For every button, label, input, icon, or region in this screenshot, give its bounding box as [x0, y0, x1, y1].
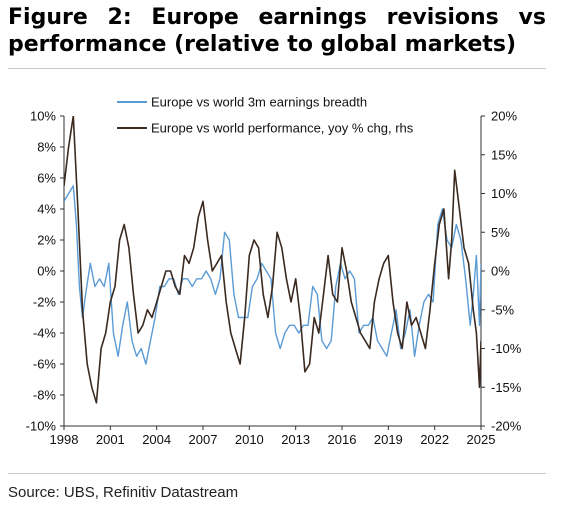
x-tick-label: 2025 — [467, 432, 496, 447]
left-tick-label: -2% — [33, 295, 57, 310]
x-tick-label: 2013 — [281, 432, 310, 447]
title-divider — [8, 68, 546, 69]
left-tick-label: 10% — [30, 109, 56, 124]
x-tick-label: 2010 — [235, 432, 264, 447]
source-divider — [8, 473, 546, 474]
right-tick-label: -20% — [491, 419, 522, 434]
legend-label-earnings-breadth: Europe vs world 3m earnings breadth — [151, 95, 367, 110]
x-tick-label: 2019 — [374, 432, 403, 447]
x-tick-label: 2001 — [96, 432, 125, 447]
series-performance-line — [64, 116, 481, 404]
figure-title: Figure 2: Europe earnings revisions vs p… — [8, 5, 546, 57]
chart-series — [64, 116, 481, 404]
source-note: Source: UBS, Refinitiv Datastream — [8, 484, 239, 501]
right-tick-label: 10% — [491, 186, 517, 201]
x-tick-label: 2016 — [328, 432, 357, 447]
left-tick-label: -10% — [26, 419, 57, 434]
x-tick-label: 1998 — [50, 432, 79, 447]
right-tick-label: -5% — [491, 302, 515, 317]
left-tick-label: 4% — [37, 202, 56, 217]
x-tick-label: 2007 — [189, 432, 218, 447]
left-tick-label: 0% — [37, 264, 56, 279]
left-tick-label: -4% — [33, 326, 57, 341]
series-earnings-breadth-line — [64, 185, 481, 365]
line-chart: -10% -8% -6% -4% -2% 0% 2% 4% 6% 8% 10% -20% -15% -10… — [26, 95, 522, 448]
right-tick-label: 20% — [491, 109, 517, 124]
chart-legend: Europe vs world 3m earnings breadth Europ… — [117, 95, 414, 136]
left-tick-label: 2% — [37, 233, 56, 248]
left-tick-label: -8% — [33, 388, 57, 403]
right-tick-label: -10% — [491, 341, 522, 356]
right-tick-label: 5% — [491, 225, 510, 240]
chart-axes: -10% -8% -6% -4% -2% 0% 2% 4% 6% 8% 10% -20% -15% -10… — [26, 109, 522, 448]
right-tick-label: -15% — [491, 380, 522, 395]
x-tick-label: 2022 — [420, 432, 449, 447]
x-tick-label: 2004 — [142, 432, 171, 447]
left-tick-label: 8% — [37, 140, 56, 155]
right-tick-label: 15% — [491, 147, 517, 162]
left-tick-label: -6% — [33, 357, 57, 372]
left-tick-label: 6% — [37, 171, 56, 186]
right-tick-label: 0% — [491, 264, 510, 279]
legend-label-performance: Europe vs world performance, yoy % chg, … — [151, 121, 414, 136]
